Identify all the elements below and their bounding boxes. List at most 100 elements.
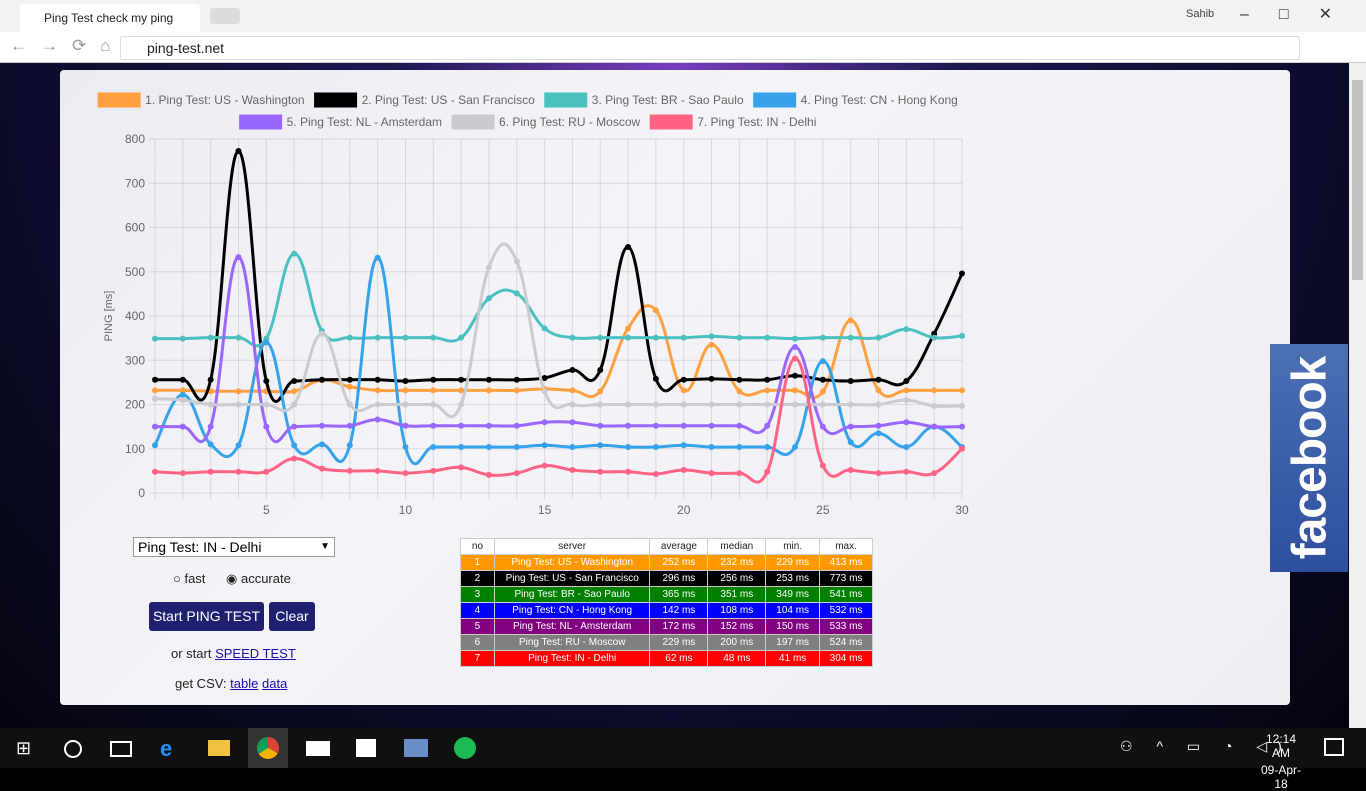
radio-accurate[interactable]: ◉ accurate [226,571,291,586]
point [402,378,409,385]
table-cell: Ping Test: CN - Hong Kong [493,602,651,619]
point [931,387,938,394]
radio-fast[interactable]: ○ fast [173,571,206,586]
point [430,387,437,394]
x-tick-label: 5 [263,503,270,517]
point [959,402,965,409]
time: 12:14 AM [1265,732,1297,760]
point [430,422,437,429]
legend-row: 5. Ping Test: NL - Amsterdam 6. Ping Test… [239,114,816,130]
start-button[interactable]: ⊞ [16,738,32,758]
point [179,335,186,342]
search[interactable] [64,740,82,758]
y-tick-label: 100 [125,442,145,456]
legend-swatch [314,92,358,108]
scroll-thumb[interactable] [1352,80,1363,280]
clock[interactable]: 12:14 AM 09-Apr-18 [1256,732,1306,791]
point [959,270,965,277]
point [652,443,659,450]
point [346,401,353,408]
point [652,470,659,477]
point [792,372,799,379]
point [485,443,492,450]
new-tab[interactable] [210,8,240,24]
point [235,334,242,341]
edge-icon[interactable]: e [160,736,173,761]
point [402,443,409,450]
table-cell: Ping Test: BR - Sao Paulo [493,586,651,603]
table-cell: 7 [460,650,495,667]
point [207,468,214,475]
table-cell: 6 [460,634,495,651]
point [374,387,381,394]
mail-icon[interactable] [306,741,330,756]
point [680,334,687,341]
point [652,401,659,408]
tab[interactable]: Ping Test check my ping [20,4,200,32]
store-icon[interactable] [356,739,376,757]
clear-button[interactable]: Clear [269,602,315,631]
point [625,325,632,332]
chrome-active[interactable] [248,728,288,768]
legend-swatch [97,92,141,108]
point [235,147,242,154]
csv-data-link[interactable]: data [262,676,288,691]
point [207,401,214,408]
x-tick-label: 20 [677,503,691,517]
spotify-icon[interactable] [454,737,476,759]
start-button[interactable]: Start PING TEST [149,602,264,631]
profile[interactable]: Sahib [1186,8,1215,20]
table-cell: 104 ms [765,602,821,619]
point [625,468,632,475]
y-tick-label: 600 [125,221,145,235]
point [291,442,298,449]
window-controls[interactable]: –□✕ [1240,6,1362,23]
point [318,330,325,337]
y-tick-label: 0 [138,486,145,500]
explorer-icon[interactable] [208,740,230,756]
point [152,387,158,394]
point [458,376,465,383]
point [541,388,548,395]
point [346,442,353,449]
point [569,387,576,394]
tray-icons[interactable]: ⚇ ^ ▭ ◔ ◁) [1120,738,1292,754]
point [764,443,771,450]
point [541,325,548,332]
speed-link[interactable]: SPEED TEST [215,646,296,661]
notifications[interactable] [1324,738,1344,756]
table-row: 4 Ping Test: CN - Hong Kong 142 ms 108 ms 10… [460,602,873,619]
y-tick-label: 700 [125,176,145,190]
legend-label: 6. Ping Test: RU - Moscow [499,115,640,129]
toolbar: ←→⟳⌂ [0,32,1366,63]
point [402,387,409,394]
point [680,466,687,473]
table-cell: Ping Test: US - Washington [493,554,651,571]
app-icon[interactable] [404,739,428,757]
server-select[interactable]: Ping Test: IN - Delhi ▼ [133,537,335,557]
point [736,422,743,429]
address-bar[interactable]: ping-test.net [120,36,1300,60]
task-view[interactable] [110,741,132,757]
table-cell: 232 ms [707,554,767,571]
point [485,264,492,271]
csv-table-link[interactable]: table [230,676,259,691]
point [764,401,771,408]
point [291,401,298,408]
point [458,464,465,471]
point [708,333,715,340]
point [680,401,687,408]
speed-line: or start SPEED TEST [171,646,296,661]
facebook-widget[interactable]: facebook [1270,344,1348,572]
point [959,445,965,452]
point [764,422,771,429]
point [207,334,214,341]
point [652,375,659,382]
point [736,334,743,341]
point [680,387,687,394]
nav-buttons[interactable]: ←→⟳⌂ [10,36,125,55]
point [263,401,270,408]
point [931,423,938,430]
point [736,443,743,450]
